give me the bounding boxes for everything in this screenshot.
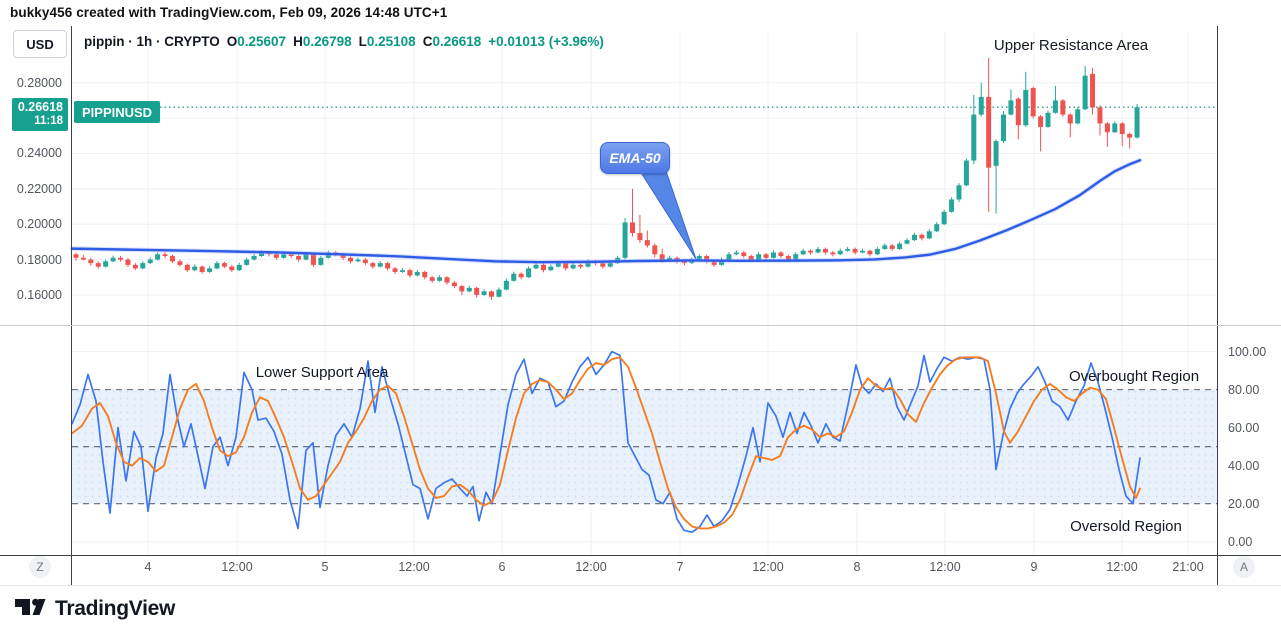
upper-resistance-annotation[interactable]: Upper Resistance Area — [993, 37, 1149, 54]
close-value: 0.26618 — [432, 34, 482, 49]
left-price-axis-border[interactable] — [71, 26, 72, 585]
current-price-time: 11:18 — [34, 115, 63, 127]
time-tick-label: 7 — [676, 560, 684, 574]
price-tick-label: 0.18000 — [16, 252, 62, 267]
price-tick-label: 0.22000 — [16, 181, 62, 196]
price-tick-label: 0.20000 — [16, 217, 62, 232]
time-tick-label: 12:00 — [929, 560, 961, 574]
symbol-legend[interactable]: pippin · 1h · CRYPTO O0.25607 H0.26798 L0.2… — [84, 34, 604, 49]
right-value-axis-border[interactable] — [1217, 26, 1218, 585]
stoch-tick-label: 20.00 — [1228, 496, 1260, 511]
currency-toggle-button[interactable]: USD — [13, 30, 67, 58]
change-value: +0.01013 (+3.96%) — [488, 34, 604, 49]
low-label: L — [358, 34, 367, 49]
ema-50-callout[interactable]: EMA-50 — [600, 142, 670, 174]
stoch-tick-label: 40.00 — [1228, 458, 1260, 473]
overbought-region-annotation[interactable]: Overbought Region — [1068, 368, 1200, 385]
time-tick-label: 8 — [853, 560, 861, 574]
stoch-tick-label: 60.00 — [1228, 420, 1260, 435]
time-tick-label: 12:00 — [398, 560, 430, 574]
close-label: C — [422, 34, 433, 49]
open-value: 0.25607 — [237, 34, 287, 49]
stoch-tick-label: 80.00 — [1228, 382, 1260, 397]
time-tick-label: 12:00 — [1106, 560, 1138, 574]
price-tick-label: 0.28000 — [16, 75, 62, 90]
symbol-price-line-tag: PIPPINUSD — [74, 101, 161, 123]
tradingview-logo-text: TradingView — [55, 597, 176, 620]
auto-scale-button[interactable]: A — [1233, 556, 1255, 578]
price-tick-label: 0.16000 — [16, 287, 62, 302]
time-tick-label: 4 — [144, 560, 152, 574]
high-label: H — [293, 34, 303, 49]
stoch-tick-label: 100.00 — [1228, 344, 1267, 359]
time-tick-label: 6 — [498, 560, 506, 574]
open-label: O — [226, 34, 238, 49]
current-price-value: 0.26618 — [17, 100, 63, 114]
lower-support-annotation[interactable]: Lower Support Area — [255, 364, 389, 381]
time-tick-label: 12:00 — [752, 560, 784, 574]
stoch-tick-label: 0.00 — [1228, 534, 1253, 549]
attribution-text: bukky456 created with TradingView.com, F… — [10, 5, 448, 20]
chart-bottom-border — [0, 585, 1281, 586]
time-tick-label: 5 — [321, 560, 329, 574]
tradingview-logo[interactable]: TradingView — [14, 596, 175, 622]
price-tick-label: 0.24000 — [16, 146, 62, 161]
tradingview-logo-icon — [15, 598, 46, 615]
time-tick-label: 12:00 — [575, 560, 607, 574]
symbol-title: pippin · 1h · CRYPTO — [84, 34, 220, 49]
pane-separator[interactable] — [0, 325, 1281, 326]
oversold-region-annotation[interactable]: Oversold Region — [1070, 518, 1182, 535]
time-axis-border — [0, 555, 1281, 556]
time-tick-label: 12:00 — [221, 560, 253, 574]
low-value: 0.25108 — [366, 34, 416, 49]
chart-canvas[interactable] — [0, 26, 1281, 585]
high-value: 0.26798 — [302, 34, 352, 49]
timezone-button[interactable]: Z — [29, 556, 51, 578]
current-price-tag: 0.26618 11:18 — [12, 98, 68, 131]
time-tick-label: 21:00 — [1172, 560, 1204, 574]
time-tick-label: 9 — [1030, 560, 1038, 574]
